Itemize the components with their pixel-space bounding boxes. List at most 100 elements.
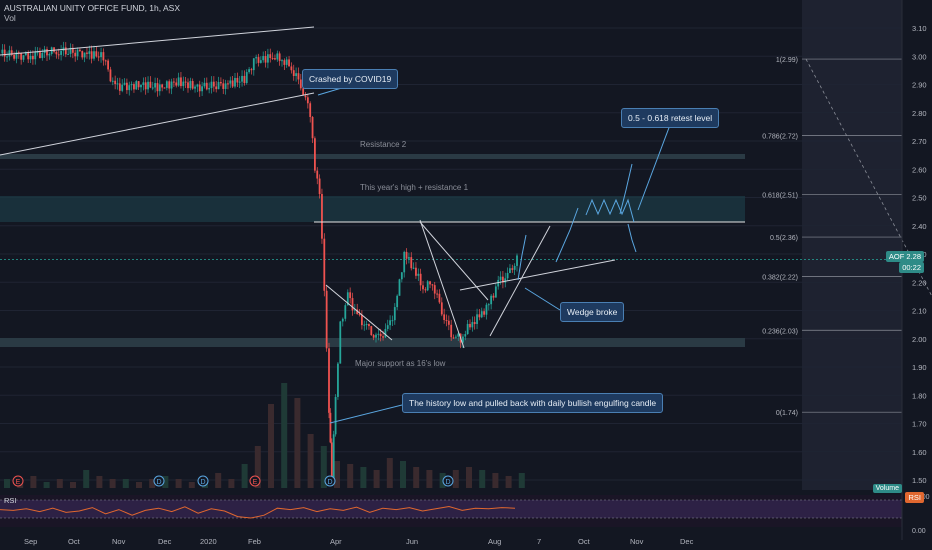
volume-bar	[149, 479, 156, 488]
event-marker-circle	[249, 475, 261, 487]
candle-body	[476, 314, 478, 325]
candle-body	[422, 285, 424, 290]
x-tick-label: 7	[537, 537, 541, 546]
candle-body	[330, 442, 333, 479]
candle-body	[20, 53, 23, 60]
candle-body	[203, 82, 206, 87]
fib-label: 0.5(2.36)	[770, 235, 798, 242]
candle-body	[267, 54, 269, 63]
candle-body	[389, 320, 391, 326]
candle-body	[6, 56, 8, 58]
candle-body	[329, 412, 332, 443]
retest-annotation[interactable]: 0.5 - 0.618 retest level	[621, 108, 720, 128]
candle-body	[285, 59, 288, 65]
support-label: Major support as 16's low	[355, 359, 446, 368]
candle-body	[64, 47, 67, 55]
candle-body	[149, 81, 152, 88]
candle-body	[466, 323, 469, 335]
candle-body	[147, 81, 149, 90]
rsi-badge: RSI	[905, 492, 924, 503]
candle-body	[302, 88, 305, 96]
x-tick-label: 2020	[200, 537, 217, 546]
candle-body	[55, 51, 58, 55]
wedge-annotation[interactable]: Wedge broke	[560, 302, 625, 322]
candle-body	[292, 70, 295, 77]
candles	[1, 41, 518, 482]
candle-body	[194, 86, 196, 89]
candle-body	[269, 54, 272, 58]
candle-body	[304, 95, 307, 98]
candle-body	[455, 336, 457, 338]
candle-body	[264, 56, 267, 63]
volume-bar	[254, 446, 261, 488]
candle-body	[17, 52, 20, 54]
candle-body	[424, 289, 427, 291]
wedge-3-top	[459, 259, 616, 291]
volume-bar	[241, 464, 248, 488]
candle-body	[379, 333, 382, 337]
retest-pointer	[637, 124, 671, 211]
candle-body	[102, 52, 105, 61]
time-axis: Sep Oct Nov Dec 2020 Feb Apr Jun Aug 7 Oct Nov Dec	[24, 537, 694, 546]
candle-body	[415, 267, 417, 276]
candle-body	[88, 51, 91, 54]
fib-label: 0.618(2.51)	[762, 193, 798, 200]
candle-body	[118, 83, 121, 91]
candle-body	[180, 77, 182, 87]
candle-body	[339, 321, 342, 364]
candle-body	[426, 281, 429, 291]
rsi-lower-label: 0.00	[912, 528, 926, 535]
x-tick-label: Apr	[330, 537, 342, 546]
event-marker-label: E	[253, 479, 258, 486]
candle-body	[111, 80, 114, 82]
volume-bar	[360, 467, 367, 488]
volume-bar	[307, 434, 314, 488]
candle-body	[76, 49, 79, 57]
volume-bar	[188, 482, 195, 488]
history-low-annotation[interactable]: The history low and pulled back with dai…	[402, 393, 664, 413]
candle-body	[245, 72, 248, 84]
volume-label: Vol	[4, 13, 16, 23]
projection-arrow-4	[627, 223, 637, 253]
candle-body	[368, 324, 370, 327]
volume-bar	[175, 479, 182, 488]
volume-bar	[281, 383, 288, 488]
candle-body	[67, 53, 70, 55]
candle-body	[398, 279, 401, 296]
candle-body	[215, 86, 218, 90]
candle-body	[123, 82, 126, 85]
volume-bar	[96, 476, 103, 488]
candle-body	[511, 268, 514, 270]
candle-body	[271, 57, 274, 59]
candle-body	[262, 56, 265, 61]
volume-bar	[215, 473, 222, 488]
candle-body	[189, 81, 192, 89]
candle-body	[443, 314, 446, 321]
candle-body	[241, 75, 243, 82]
volume-bar	[452, 470, 459, 488]
candle-body	[318, 178, 321, 195]
candle-body	[156, 83, 159, 92]
wedge-1-top	[325, 284, 393, 341]
candle-body	[83, 52, 86, 58]
candle-body	[173, 81, 175, 83]
candle-body	[346, 292, 349, 306]
candle-body	[478, 314, 481, 318]
candle-body	[53, 47, 55, 52]
y-tick-label: 2.80	[912, 109, 927, 118]
candle-body	[290, 66, 293, 71]
candle-body	[283, 60, 286, 65]
countdown-badge: 00:22	[899, 262, 924, 273]
chart-title: AUSTRALIAN UNITY OFFICE FUND, 1h, ASX	[4, 3, 181, 13]
candle-body	[497, 279, 500, 287]
volume-bar	[479, 470, 486, 488]
candle-body	[175, 82, 178, 86]
candle-body	[100, 52, 102, 58]
x-tick-label: Nov	[112, 537, 126, 546]
candle-body	[473, 322, 476, 325]
candle-body	[252, 58, 255, 71]
covid-annotation[interactable]: Crashed by COVID19	[302, 69, 399, 89]
candle-body	[321, 194, 323, 239]
